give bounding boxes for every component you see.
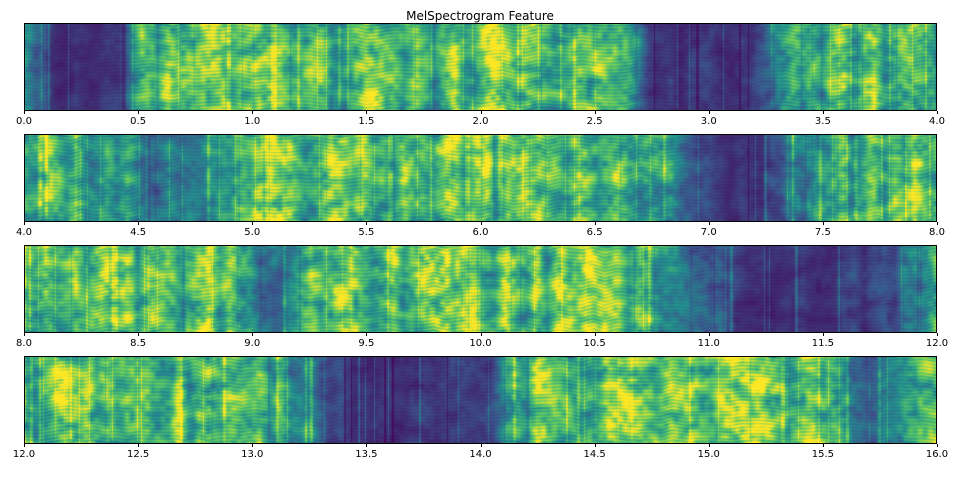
x-tick-label: 2.0 <box>472 116 489 127</box>
x-tick-mark <box>937 333 938 336</box>
x-tick-label: 10.0 <box>469 338 492 349</box>
x-tick-label: 3.0 <box>700 116 717 127</box>
spectrogram-panels: 0.0 0.5 1.0 1.5 2.0 2.5 3.0 3.5 4.0 4.0 4.5 5.0 5.5 6… <box>13 23 948 467</box>
x-tick-mark <box>138 333 140 336</box>
panel-block: 8.0 8.5 9.0 9.5 10.0 10.5 11.0 11.5 12.0 <box>16 245 948 356</box>
x-tick-label: 4.0 <box>929 116 945 127</box>
x-tick-label: 1.5 <box>358 116 375 127</box>
x-tick-mark <box>708 111 710 114</box>
panel-block: 0.0 0.5 1.0 1.5 2.0 2.5 3.0 3.5 4.0 <box>16 23 945 134</box>
x-tick-label: 9.0 <box>244 338 261 349</box>
x-tick-mark <box>594 111 596 114</box>
x-tick-label: 3.5 <box>814 116 831 127</box>
x-tick-label: 14.0 <box>469 449 492 460</box>
x-tick-label: 12.0 <box>12 449 36 460</box>
x-tick-label: 0.0 <box>16 116 32 127</box>
spectrogram-panel-1 <box>24 23 937 111</box>
x-tick-label: 11.0 <box>697 338 720 349</box>
x-tick-mark <box>24 333 25 336</box>
x-tick-mark <box>366 444 368 447</box>
x-tick-mark <box>480 333 482 336</box>
x-tick-label: 5.5 <box>358 227 375 238</box>
x-tick-mark <box>594 444 596 447</box>
x-tick-label: 8.5 <box>130 338 147 349</box>
x-tick-mark <box>480 444 482 447</box>
x-tick-label: 10.5 <box>583 338 606 349</box>
x-tick-label: 8.0 <box>929 227 945 238</box>
x-tick-mark <box>24 444 25 447</box>
x-tick-label: 13.5 <box>355 449 378 460</box>
x-tick-mark <box>138 111 140 114</box>
x-tick-mark <box>252 444 254 447</box>
x-tick-mark <box>366 333 368 336</box>
x-tick-label: 9.5 <box>358 338 375 349</box>
x-tick-label: 15.0 <box>697 449 720 460</box>
spectrogram-panel-3 <box>24 245 937 333</box>
x-tick-label: 11.5 <box>811 338 835 349</box>
panel-block: 12.0 12.5 13.0 13.5 14.0 14.5 15.0 15.5 16.0 <box>13 356 948 467</box>
panel-block: 4.0 4.5 5.0 5.5 6.0 6.5 7.0 7.5 8.0 <box>16 134 945 245</box>
x-tick-label: 15.5 <box>811 449 835 460</box>
x-tick-mark <box>138 444 140 447</box>
x-tick-mark <box>252 333 254 336</box>
x-tick-mark <box>480 111 482 114</box>
x-tick-mark <box>480 222 482 225</box>
x-tick-mark <box>708 444 710 447</box>
x-tick-label: 16.0 <box>925 449 949 460</box>
x-tick-label: 13.0 <box>241 449 264 460</box>
x-tick-mark <box>708 333 710 336</box>
x-tick-mark <box>937 444 938 447</box>
x-tick-mark <box>937 111 938 114</box>
x-tick-mark <box>937 222 938 225</box>
x-tick-label: 7.5 <box>814 227 831 238</box>
spectrogram-panel-4 <box>24 356 937 444</box>
x-axis-ticks: 4.0 4.5 5.0 5.5 6.0 6.5 7.0 7.5 8.0 <box>16 222 945 245</box>
x-tick-mark <box>366 111 368 114</box>
x-tick-label: 5.0 <box>244 227 261 238</box>
x-tick-mark <box>252 111 254 114</box>
x-tick-label: 0.5 <box>130 116 147 127</box>
x-tick-mark <box>594 333 596 336</box>
x-tick-label: 7.0 <box>700 227 717 238</box>
spectrogram-panel-2 <box>24 134 937 222</box>
x-tick-label: 12.5 <box>126 449 150 460</box>
x-tick-label: 8.0 <box>16 338 32 349</box>
x-tick-mark <box>24 222 25 225</box>
x-tick-label: 4.0 <box>16 227 32 238</box>
chart-title: MelSpectrogram Feature <box>406 9 554 23</box>
x-axis-ticks: 0.0 0.5 1.0 1.5 2.0 2.5 3.0 3.5 4.0 <box>16 111 945 134</box>
x-tick-mark <box>252 222 254 225</box>
x-tick-mark <box>822 111 824 114</box>
x-tick-label: 6.0 <box>472 227 489 238</box>
x-tick-label: 6.5 <box>586 227 603 238</box>
x-tick-mark <box>822 444 824 447</box>
x-tick-label: 12.0 <box>925 338 949 349</box>
x-tick-mark <box>708 222 710 225</box>
x-axis-ticks: 8.0 8.5 9.0 9.5 10.0 10.5 11.0 11.5 12.0 <box>16 333 948 356</box>
x-tick-mark <box>138 222 140 225</box>
x-tick-mark <box>24 111 25 114</box>
x-tick-label: 14.5 <box>583 449 606 460</box>
x-tick-mark <box>822 333 824 336</box>
x-tick-mark <box>366 222 368 225</box>
x-tick-label: 2.5 <box>586 116 603 127</box>
x-tick-mark <box>822 222 824 225</box>
x-tick-label: 1.0 <box>244 116 261 127</box>
x-tick-mark <box>594 222 596 225</box>
x-tick-label: 4.5 <box>130 227 147 238</box>
x-axis-ticks: 12.0 12.5 13.0 13.5 14.0 14.5 15.0 15.5 16.0 <box>13 444 948 467</box>
